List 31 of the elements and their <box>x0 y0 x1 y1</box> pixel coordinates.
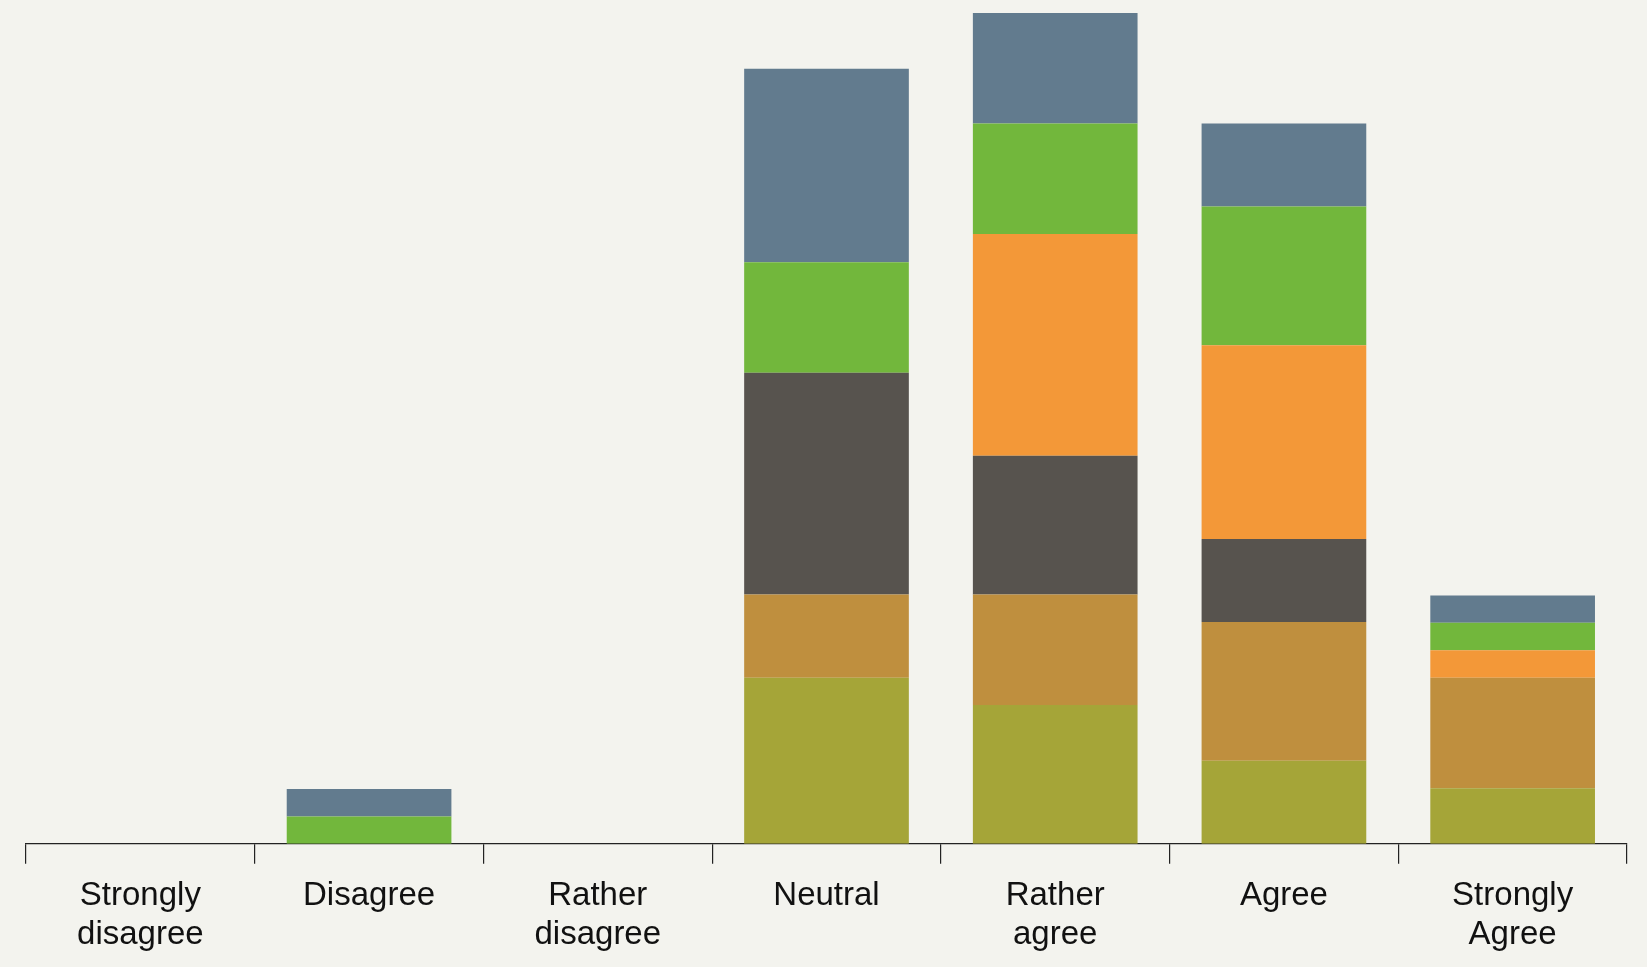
bar <box>1201 621 1367 761</box>
bar <box>1430 595 1595 623</box>
bar <box>744 372 909 595</box>
bar <box>972 233 1138 456</box>
bar <box>744 68 909 263</box>
bar <box>1430 622 1595 651</box>
bar <box>972 594 1138 706</box>
bar <box>1430 677 1595 789</box>
x-tick-label: Strongly disagree <box>77 874 204 952</box>
bar <box>744 677 909 844</box>
bar <box>1201 345 1367 539</box>
bar <box>286 788 452 817</box>
bar <box>1201 123 1367 207</box>
bar <box>972 705 1138 844</box>
bar <box>286 816 452 844</box>
bar <box>1201 206 1367 346</box>
x-tick-label: Neutral <box>773 874 880 912</box>
bar <box>1430 788 1595 844</box>
bar <box>744 262 909 373</box>
bar <box>744 594 909 678</box>
x-tick-label: Disagree <box>303 874 436 912</box>
x-tick-label: Strongly Agree <box>1452 874 1574 952</box>
x-tick-label: Agree <box>1239 874 1328 912</box>
bar <box>972 13 1138 124</box>
bar <box>1430 650 1595 678</box>
bar <box>1201 760 1367 844</box>
x-tick-label: Rather disagree <box>534 874 662 952</box>
bar <box>972 123 1138 234</box>
bar <box>1201 538 1367 622</box>
x-tick-label: Rather agree <box>1005 874 1105 952</box>
bar <box>972 455 1138 595</box>
